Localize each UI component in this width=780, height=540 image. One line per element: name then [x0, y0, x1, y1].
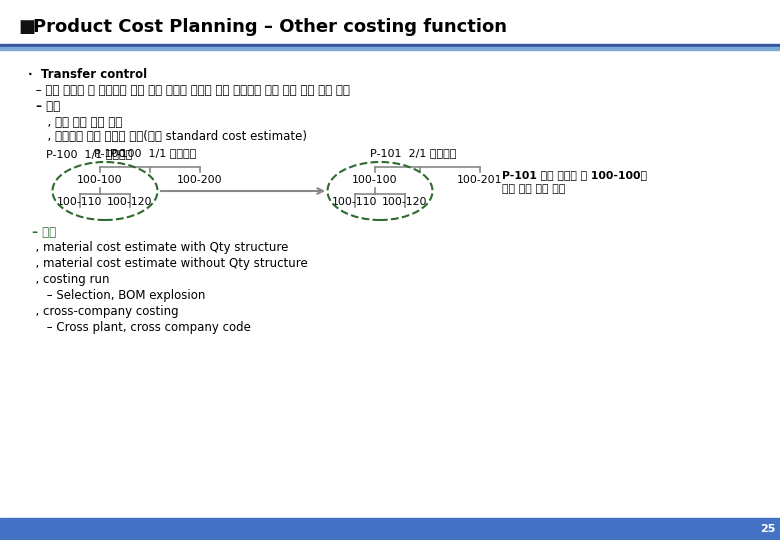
Text: – Cross plant, cross company code: – Cross plant, cross company code [28, 321, 251, 334]
Text: , cross-company costing: , cross-company costing [28, 306, 179, 319]
Text: , 원가 계산 시간 단축: , 원가 계산 시간 단축 [40, 116, 122, 129]
Text: Product Cost Planning – Other costing function: Product Cost Planning – Other costing fu… [33, 18, 507, 36]
Text: 100-120: 100-120 [108, 197, 153, 207]
Text: , material cost estimate without Qty structure: , material cost estimate without Qty str… [28, 258, 308, 271]
Text: 100-100: 100-100 [77, 175, 122, 185]
Text: – Selection, BOM explosion: – Selection, BOM explosion [28, 289, 205, 302]
Text: P-101 원가 계산할 때 100-100은: P-101 원가 계산할 때 100-100은 [502, 170, 647, 180]
Text: 100-110: 100-110 [332, 197, 378, 207]
Text: P-100  1/1 원가계산: P-100 1/1 원가계산 [110, 148, 197, 158]
Bar [0, 518, 780, 540]
Text: 25: 25 [760, 524, 775, 534]
Text: 100-120: 100-120 [382, 197, 427, 207]
Text: 100-110: 100-110 [57, 197, 103, 207]
Text: , material cost estimate with Qty structure: , material cost estimate with Qty struct… [28, 241, 289, 254]
Text: , costing run: , costing run [28, 273, 109, 287]
Bar [0, 47, 780, 50]
Bar [0, 44, 780, 47]
Text: P-101  2/1 원가계산: P-101 2/1 원가계산 [370, 148, 456, 158]
Text: ■: ■ [18, 18, 35, 36]
Text: P-100: P-100 [94, 149, 132, 159]
Text: – 적용: – 적용 [28, 226, 56, 239]
Text: 100-200: 100-200 [177, 175, 223, 185]
Text: 100-201: 100-201 [457, 175, 503, 185]
Text: – 원가 계산할 때 시스템에 기존 원가 정보가 있으면 다시 계산하지 않고 기존 원가 정보 이용: – 원가 계산할 때 시스템에 기존 원가 정보가 있으면 다시 계산하지 않고… [32, 84, 350, 98]
Text: ·  Transfer control: · Transfer control [28, 69, 147, 82]
Text: 원가 계산 하지 않음: 원가 계산 하지 않음 [502, 184, 566, 194]
Text: , 불필요한 원가 계산을 피함(특히 standard cost estimate): , 불필요한 원가 계산을 피함(특히 standard cost estima… [40, 131, 307, 144]
Text: – 목적: – 목적 [32, 100, 60, 113]
Text: 100-100: 100-100 [353, 175, 398, 185]
Text: P-100  1/1 원가계산: P-100 1/1 원가계산 [46, 149, 132, 159]
